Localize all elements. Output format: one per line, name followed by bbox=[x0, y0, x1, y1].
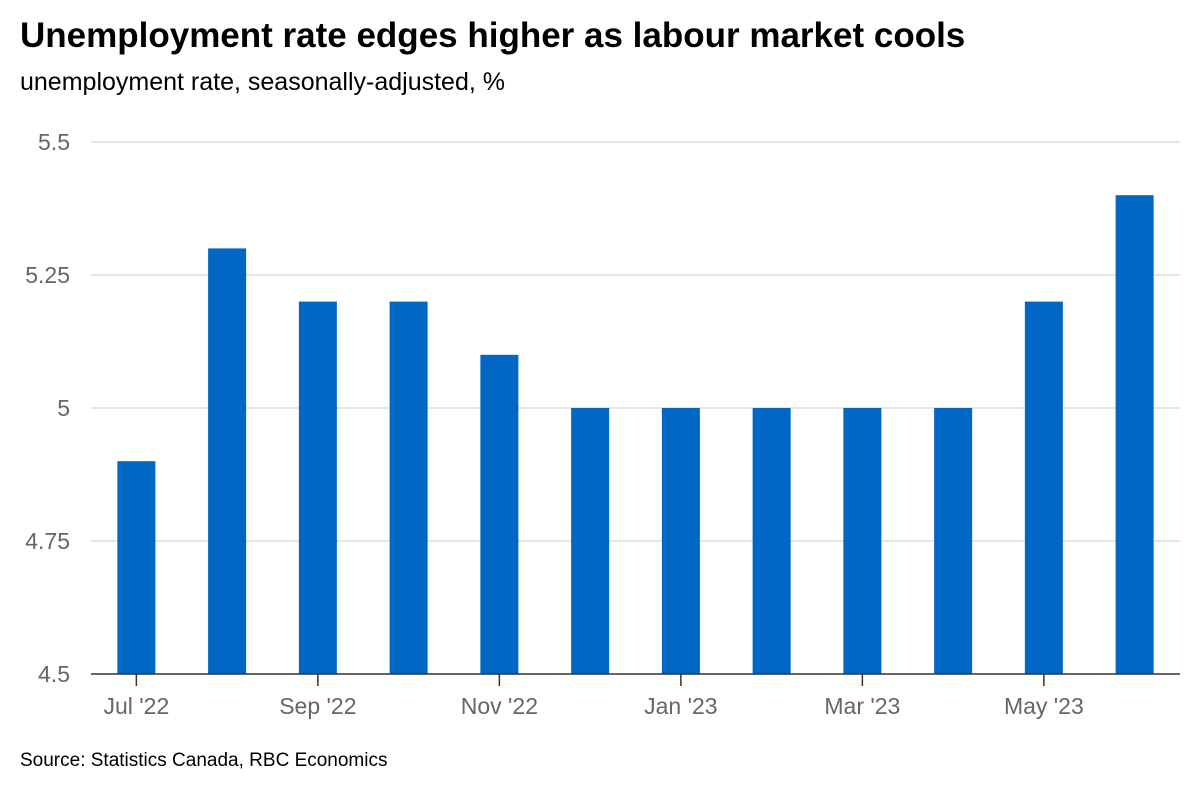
x-tick-label: Jul '22 bbox=[103, 693, 169, 719]
grid-lines bbox=[91, 141, 1180, 542]
x-tick-label: Mar '23 bbox=[824, 693, 900, 719]
bars bbox=[117, 195, 1154, 674]
bar bbox=[389, 301, 428, 674]
bar bbox=[752, 408, 791, 674]
chart-title: Unemployment rate edges higher as labour… bbox=[20, 16, 966, 55]
y-tick-label: 5.25 bbox=[25, 262, 70, 288]
bar bbox=[934, 408, 973, 674]
bar bbox=[1024, 301, 1063, 674]
x-tick-label: May '23 bbox=[1004, 693, 1084, 719]
source-note: Source: Statistics Canada, RBC Economics bbox=[20, 750, 388, 771]
bar bbox=[298, 301, 337, 674]
bar bbox=[661, 408, 700, 674]
x-tick-label: Sep '22 bbox=[279, 693, 356, 719]
y-tick-label: 4.5 bbox=[38, 661, 70, 687]
bar bbox=[843, 408, 882, 674]
bar bbox=[1115, 195, 1154, 674]
x-tick-label: Nov '22 bbox=[461, 693, 538, 719]
bar bbox=[480, 354, 519, 674]
y-tick-label: 5.5 bbox=[38, 129, 70, 155]
x-tick-label: Jan '23 bbox=[644, 693, 717, 719]
bar bbox=[571, 408, 610, 674]
y-tick-label: 5 bbox=[57, 395, 70, 421]
bar bbox=[117, 461, 156, 674]
bar bbox=[208, 248, 247, 674]
y-axis-ticks: 4.5 4.75 5 5.25 5.5 bbox=[25, 129, 70, 687]
y-tick-label: 4.75 bbox=[25, 528, 70, 554]
x-axis-ticks: Jul '22 Sep '22 Nov '22 Jan '23 Mar '23 May '… bbox=[103, 674, 1084, 719]
chart-subtitle: unemployment rate, seasonally-adjusted, … bbox=[20, 68, 505, 96]
